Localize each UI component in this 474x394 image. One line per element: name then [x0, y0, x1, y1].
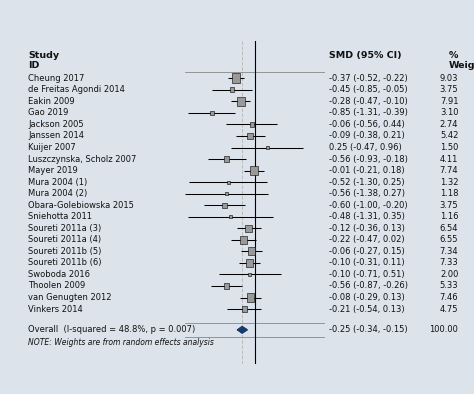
Text: 5.33: 5.33	[440, 281, 458, 290]
Text: -0.60 (-1.00, -0.20): -0.60 (-1.00, -0.20)	[329, 201, 408, 210]
Text: Sniehotta 2011: Sniehotta 2011	[28, 212, 92, 221]
Text: Mura 2004 (2): Mura 2004 (2)	[28, 189, 88, 198]
Bar	[210, 111, 214, 115]
Bar	[246, 259, 254, 267]
Text: de Freitas Agondi 2014: de Freitas Agondi 2014	[28, 85, 125, 94]
Text: 2.74: 2.74	[440, 120, 458, 129]
Text: -0.10 (-0.71, 0.51): -0.10 (-0.71, 0.51)	[329, 270, 405, 279]
Bar	[237, 97, 245, 106]
Text: Thoolen 2009: Thoolen 2009	[28, 281, 86, 290]
Text: Vinkers 2014: Vinkers 2014	[28, 305, 83, 314]
Bar	[246, 225, 252, 232]
Bar	[250, 166, 258, 175]
Text: -0.28 (-0.47, -0.10): -0.28 (-0.47, -0.10)	[329, 97, 408, 106]
Text: -0.56 (-0.93, -0.18): -0.56 (-0.93, -0.18)	[329, 154, 408, 164]
Text: Mayer 2019: Mayer 2019	[28, 166, 78, 175]
Text: -0.10 (-0.31, 0.11): -0.10 (-0.31, 0.11)	[329, 258, 405, 268]
Text: 5.42: 5.42	[440, 132, 458, 141]
Text: Soureti 2011a (3): Soureti 2011a (3)	[28, 224, 102, 233]
Bar	[227, 181, 229, 184]
Bar	[224, 156, 229, 162]
Text: 7.46: 7.46	[440, 293, 458, 302]
Bar	[248, 273, 251, 276]
Text: 4.11: 4.11	[440, 154, 458, 164]
Text: Jackson 2005: Jackson 2005	[28, 120, 84, 129]
Text: 1.16: 1.16	[440, 212, 458, 221]
Text: 1.32: 1.32	[440, 178, 458, 187]
Text: Weight: Weight	[449, 61, 474, 69]
Bar	[240, 236, 247, 243]
Text: 9.03: 9.03	[440, 74, 458, 83]
Text: 7.34: 7.34	[440, 247, 458, 256]
Text: 6.55: 6.55	[440, 235, 458, 244]
Bar	[242, 306, 247, 312]
Text: -0.48 (-1.31, 0.35): -0.48 (-1.31, 0.35)	[329, 212, 405, 221]
Text: 0.25 (-0.47, 0.96): 0.25 (-0.47, 0.96)	[329, 143, 402, 152]
Text: -0.21 (-0.54, 0.13): -0.21 (-0.54, 0.13)	[329, 305, 405, 314]
Text: ID: ID	[28, 61, 40, 69]
Bar	[222, 203, 227, 208]
Text: 2.00: 2.00	[440, 270, 458, 279]
Text: 1.18: 1.18	[440, 189, 458, 198]
Text: 3.75: 3.75	[440, 85, 458, 94]
Text: %: %	[449, 51, 458, 60]
Text: -0.56 (-0.87, -0.26): -0.56 (-0.87, -0.26)	[329, 281, 409, 290]
Text: Eakin 2009: Eakin 2009	[28, 97, 75, 106]
Text: Swoboda 2016: Swoboda 2016	[28, 270, 91, 279]
Text: 3.75: 3.75	[440, 201, 458, 210]
Text: -0.45 (-0.85, -0.05): -0.45 (-0.85, -0.05)	[329, 85, 408, 94]
Text: -0.09 (-0.38, 0.21): -0.09 (-0.38, 0.21)	[329, 132, 405, 141]
Bar	[247, 133, 253, 139]
Text: Gao 2019: Gao 2019	[28, 108, 69, 117]
Text: Mura 2004 (1): Mura 2004 (1)	[28, 178, 88, 187]
Text: -0.85 (-1.31, -0.39): -0.85 (-1.31, -0.39)	[329, 108, 408, 117]
Text: -0.52 (-1.30, 0.25): -0.52 (-1.30, 0.25)	[329, 178, 405, 187]
Text: -0.06 (-0.56, 0.44): -0.06 (-0.56, 0.44)	[329, 120, 405, 129]
Bar	[250, 123, 254, 126]
Bar	[230, 87, 234, 92]
Text: 3.10: 3.10	[440, 108, 458, 117]
Bar	[229, 216, 232, 218]
Polygon shape	[237, 327, 247, 333]
Text: 7.74: 7.74	[440, 166, 458, 175]
Text: 100.00: 100.00	[429, 325, 458, 335]
Text: -0.12 (-0.36, 0.13): -0.12 (-0.36, 0.13)	[329, 224, 405, 233]
Text: van Genugten 2012: van Genugten 2012	[28, 293, 112, 302]
Text: -0.01 (-0.21, 0.18): -0.01 (-0.21, 0.18)	[329, 166, 405, 175]
Text: Soureti 2011b (6): Soureti 2011b (6)	[28, 258, 102, 268]
Text: Overall  (I-squared = 48.8%, p = 0.007): Overall (I-squared = 48.8%, p = 0.007)	[28, 325, 196, 335]
Text: Cheung 2017: Cheung 2017	[28, 74, 85, 83]
Text: Soureti 2011a (4): Soureti 2011a (4)	[28, 235, 101, 244]
Text: 4.75: 4.75	[440, 305, 458, 314]
Text: -0.37 (-0.52, -0.22): -0.37 (-0.52, -0.22)	[329, 74, 408, 83]
Bar	[225, 192, 228, 195]
Bar	[232, 73, 240, 83]
Text: Kuijer 2007: Kuijer 2007	[28, 143, 76, 152]
Bar	[247, 294, 255, 302]
Text: 6.54: 6.54	[440, 224, 458, 233]
Text: -0.22 (-0.47, 0.02): -0.22 (-0.47, 0.02)	[329, 235, 405, 244]
Text: SMD (95% CI): SMD (95% CI)	[329, 51, 402, 60]
Text: -0.56 (-1.38, 0.27): -0.56 (-1.38, 0.27)	[329, 189, 405, 198]
Text: -0.08 (-0.29, 0.13): -0.08 (-0.29, 0.13)	[329, 293, 405, 302]
Text: -0.06 (-0.27, 0.15): -0.06 (-0.27, 0.15)	[329, 247, 405, 256]
Text: 1.50: 1.50	[440, 143, 458, 152]
Text: Obara-Golebiowska 2015: Obara-Golebiowska 2015	[28, 201, 134, 210]
Text: Soureti 2011b (5): Soureti 2011b (5)	[28, 247, 102, 256]
Text: 7.33: 7.33	[439, 258, 458, 268]
Text: Study: Study	[28, 51, 60, 60]
Bar	[266, 146, 269, 149]
Text: Janssen 2014: Janssen 2014	[28, 132, 84, 141]
Text: Luszczynska, Scholz 2007: Luszczynska, Scholz 2007	[28, 154, 137, 164]
Text: 7.91: 7.91	[440, 97, 458, 106]
Bar	[224, 283, 229, 289]
Text: NOTE: Weights are from random effects analysis: NOTE: Weights are from random effects an…	[28, 338, 214, 347]
Text: -0.25 (-0.34, -0.15): -0.25 (-0.34, -0.15)	[329, 325, 408, 335]
Bar	[248, 247, 255, 255]
